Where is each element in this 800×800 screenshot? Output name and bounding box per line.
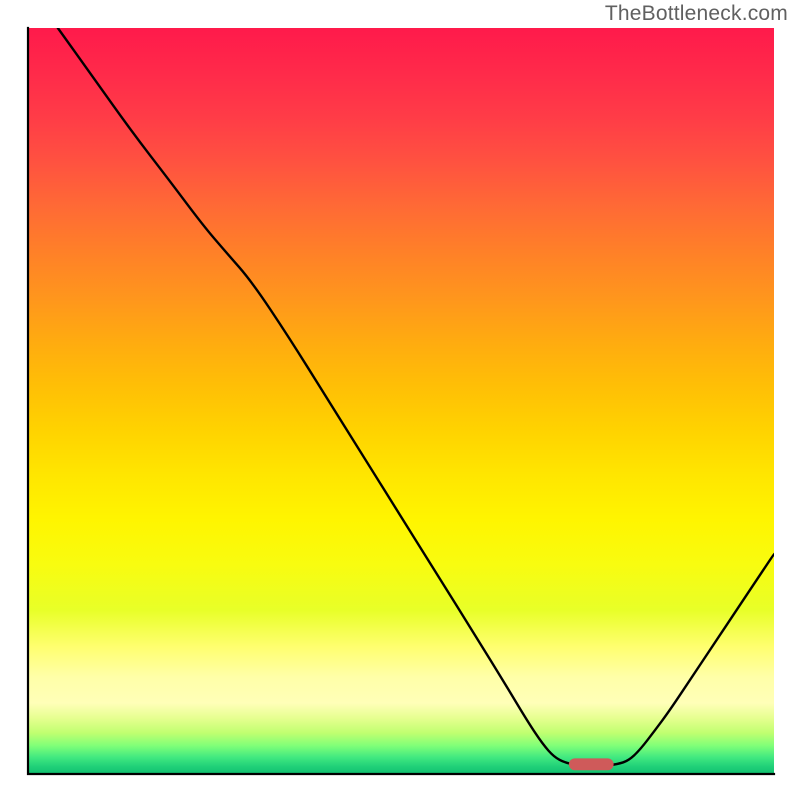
chart-container: { "watermark": { "text": "TheBottleneck.… (0, 0, 800, 800)
watermark-text: TheBottleneck.com (605, 2, 788, 26)
bottleneck-chart (0, 0, 800, 800)
optimal-marker (569, 758, 614, 770)
gradient-background (28, 28, 774, 774)
